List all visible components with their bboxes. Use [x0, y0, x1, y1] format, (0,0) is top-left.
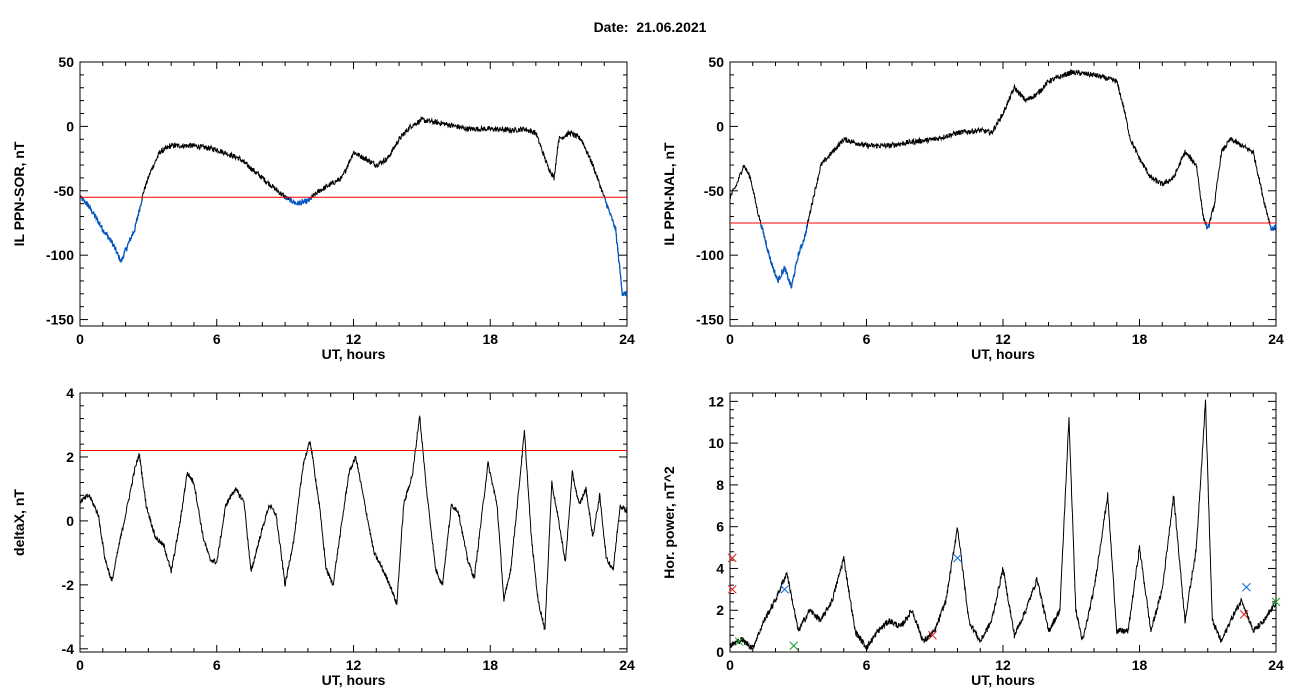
- marker-x: [727, 584, 737, 594]
- x-tick-label: 24: [619, 331, 635, 347]
- marker-stroke: [928, 630, 937, 640]
- y-tick-label: 2: [716, 602, 724, 618]
- series-below-threshold: [79, 195, 628, 297]
- marker-x: [1271, 597, 1281, 607]
- y-tick-label: 0: [66, 513, 74, 529]
- y-tick-label: -150: [696, 312, 724, 328]
- x-axis-label: UT, hours: [322, 346, 386, 362]
- y-tick-label: 10: [708, 435, 724, 451]
- x-tick-label: 12: [346, 331, 362, 347]
- marker-x: [734, 637, 744, 646]
- marker-x: [928, 630, 937, 640]
- marker-stroke: [734, 637, 744, 646]
- chart-date-title: Date: 21.06.2021: [0, 19, 1300, 35]
- marker-stroke: [727, 584, 737, 594]
- marker-x: [789, 641, 799, 651]
- x-tick-label: 12: [995, 331, 1011, 347]
- x-tick-label: 24: [1268, 331, 1284, 347]
- y-tick-label: -150: [46, 312, 74, 328]
- plot-frame: [79, 392, 628, 653]
- marker-x: [780, 584, 789, 594]
- series-line: [79, 115, 628, 297]
- x-tick-label: 12: [346, 657, 362, 673]
- x-axis-label: UT, hours: [971, 346, 1035, 362]
- x-tick-label: 12: [995, 657, 1011, 673]
- marker-stroke: [1242, 582, 1251, 592]
- panel-ppn-nal: UT, hours IL PPN-NAL, nT 0 6 12 18 24 50 0 -50 -…: [661, 54, 1284, 362]
- y-tick-label: 0: [716, 644, 724, 660]
- y-tick-label: 4: [66, 385, 74, 401]
- x-tick-label: 18: [1132, 331, 1148, 347]
- y-tick-label: 2: [66, 449, 74, 465]
- y-tick-label: -2: [62, 577, 75, 593]
- date-label: Date:: [593, 19, 629, 35]
- x-tick-label: 24: [619, 657, 635, 673]
- x-tick-label: 6: [863, 331, 871, 347]
- y-tick-label: 8: [716, 477, 724, 493]
- y-tick-label: -50: [54, 183, 74, 199]
- x-tick-label: 0: [726, 657, 734, 673]
- series-line: [729, 399, 1277, 651]
- x-tick-label: 6: [213, 331, 221, 347]
- x-tick-label: 6: [863, 657, 871, 673]
- plot-frame: [79, 61, 628, 327]
- marker-x: [1242, 582, 1251, 592]
- panel-ppn-sor: UT, hours IL PPN-SOR, nT 0 6 12 18 24 50 0 -50 -…: [11, 54, 635, 362]
- x-tick-label: 0: [76, 331, 84, 347]
- y-tick-label: 0: [66, 118, 74, 134]
- marker-stroke: [953, 553, 962, 563]
- marker-stroke: [780, 584, 789, 594]
- marker-stroke: [727, 553, 737, 563]
- marker-stroke: [1239, 610, 1249, 619]
- y-tick-label: 50: [708, 54, 724, 70]
- x-tick-label: 0: [76, 657, 84, 673]
- y-tick-label: -100: [696, 247, 724, 263]
- y-axis-label: deltaX, nT: [11, 489, 27, 556]
- series-below-threshold: [760, 222, 1277, 289]
- series-line: [79, 414, 628, 631]
- y-axis-label: IL PPN-SOR, nT: [11, 141, 27, 246]
- x-tick-label: 18: [1132, 657, 1148, 673]
- marker-stroke: [789, 641, 799, 651]
- y-tick-label: 50: [58, 54, 74, 70]
- x-tick-label: 6: [213, 657, 221, 673]
- y-axis-label: Hor. power, nT^2: [661, 466, 677, 579]
- y-tick-label: 6: [716, 519, 724, 535]
- y-tick-label: 0: [716, 118, 724, 134]
- panel-deltax: UT, hours deltaX, nT 0 6 12 18 24 4 2 0 -2 -4: [11, 385, 635, 688]
- y-tick-label: -4: [62, 641, 75, 657]
- marker-stroke: [1271, 597, 1281, 607]
- y-tick-label: 4: [716, 560, 724, 576]
- x-axis-label: UT, hours: [971, 672, 1035, 688]
- plot-frame: [729, 61, 1277, 327]
- y-tick-label: -50: [704, 183, 724, 199]
- x-tick-label: 24: [1268, 657, 1284, 673]
- x-tick-label: 18: [482, 331, 498, 347]
- x-tick-label: 0: [726, 331, 734, 347]
- x-tick-label: 18: [482, 657, 498, 673]
- marker-x: [727, 553, 737, 563]
- y-axis-label: IL PPN-NAL, nT: [661, 142, 677, 246]
- panel-hor-power: UT, hours Hor. power, nT^2 0 6 12 18 2402468…: [661, 392, 1284, 688]
- date-value: 21.06.2021: [636, 19, 707, 35]
- y-tick-label: 12: [708, 393, 724, 409]
- x-axis-label: UT, hours: [322, 672, 386, 688]
- marker-x: [953, 553, 962, 563]
- marker-x: [1239, 610, 1249, 619]
- series-line: [729, 69, 1277, 289]
- y-tick-label: -100: [46, 247, 74, 263]
